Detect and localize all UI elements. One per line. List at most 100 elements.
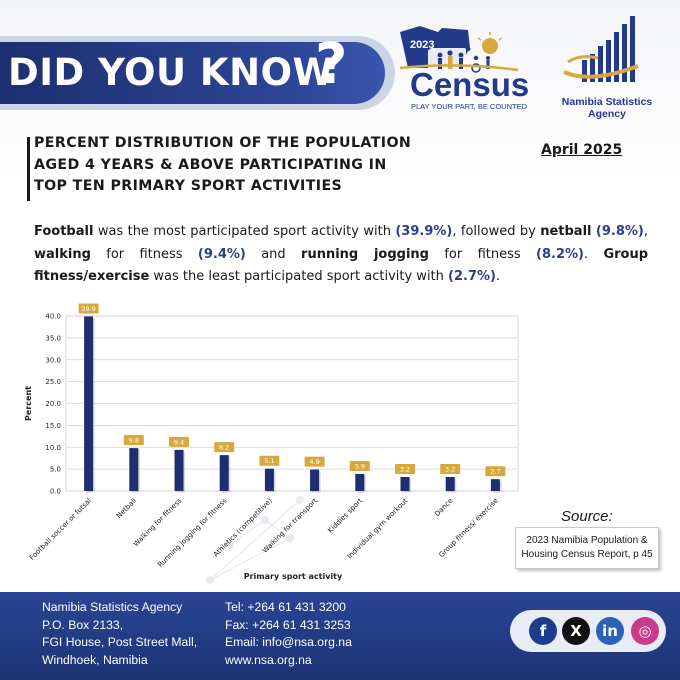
data-label: 4.9 xyxy=(309,458,319,466)
census-tagline: PLAY YOUR PART, BE COUNTED xyxy=(411,102,528,111)
data-label-box xyxy=(214,442,235,453)
census-year: 2023 xyxy=(410,39,435,51)
chart-gridlines xyxy=(65,315,519,492)
bar xyxy=(445,477,455,491)
source-line2: Housing Census Report, p 45 xyxy=(521,549,653,560)
y-tick-label: 40.0 xyxy=(45,313,61,321)
summary-part: for fitness xyxy=(90,246,198,262)
publication-date: April 2025 xyxy=(541,142,623,158)
bar xyxy=(264,468,274,491)
footer-address: Namibia Statistics Agency P.O. Box 2133,… xyxy=(42,599,197,669)
data-label: 3.2 xyxy=(445,466,455,474)
data-label: 8.2 xyxy=(219,444,229,452)
data-label-box xyxy=(440,464,461,474)
question-mark-icon: ? xyxy=(315,32,348,97)
data-label: 9.4 xyxy=(174,438,184,446)
bar xyxy=(490,479,500,491)
bar xyxy=(129,448,139,491)
summary-part: . xyxy=(583,246,604,262)
fax-line: Fax: +264 61 431 3253 xyxy=(225,617,351,632)
summary-part: and xyxy=(245,246,302,262)
address-line: Namibia Statistics Agency xyxy=(42,600,183,614)
y-axis-ticks: 0.0 5.0 10.0 15.0 20.0 25.0 30.0 35.0 40.0 xyxy=(45,313,61,496)
summary-part: Group fitness/exercise xyxy=(34,246,649,285)
y-tick-label: 20.0 xyxy=(45,400,61,408)
x-icon[interactable]: X xyxy=(562,617,590,645)
source-box: 2023 Namibia Population & Housing Census… xyxy=(515,527,659,569)
data-label-box xyxy=(123,435,144,446)
chart-data-labels: 39.9 9.8 9.4 8.2 5.1 4.9 3.9 3.2 3.2 2.7 xyxy=(78,303,506,477)
bar xyxy=(84,316,94,491)
chart-title-line3: TOP TEN PRIMARY SPORT ACTIVITIES xyxy=(34,178,343,194)
bar xyxy=(400,477,410,491)
summary-value: (9.4%) xyxy=(197,246,246,262)
source-line1: 2023 Namibia Population & xyxy=(526,535,648,546)
data-label-box xyxy=(169,436,189,447)
data-label: 5.1 xyxy=(264,457,274,465)
y-tick-label: 0.0 xyxy=(50,488,61,496)
data-label-box xyxy=(395,464,415,474)
bar-chart: 0.0 5.0 10.0 15.0 20.0 25.0 30.0 35.0 40.0 39.9 9… xyxy=(24,303,519,584)
data-label: 2.7 xyxy=(490,468,500,476)
x-tick-label: Walking for fitness xyxy=(132,497,184,549)
data-label: 3.2 xyxy=(400,466,410,474)
decor-line xyxy=(229,519,266,546)
summary-part: was the most participated sport activity… xyxy=(93,224,396,239)
census-wordmark: Census xyxy=(410,66,530,103)
linkedin-icon[interactable]: in xyxy=(596,617,624,645)
nsa-name-line1: Namibia Statistics xyxy=(561,96,653,108)
address-line: P.O. Box 2133, xyxy=(42,617,124,632)
summary-part: , followed by xyxy=(452,224,541,239)
summary-part: for fitness xyxy=(429,246,537,262)
data-label: 9.8 xyxy=(129,437,139,445)
x-tick-label: Dance xyxy=(433,497,454,518)
chart-title: PERCENT DISTRIBUTION OF THE POPULATION A… xyxy=(34,133,426,198)
summary-value: (8.2%) xyxy=(536,246,584,262)
summary-part: was the least participated sport activit… xyxy=(149,269,449,284)
y-tick-label: 35.0 xyxy=(45,334,61,342)
address-line: FGI House, Post Street Mall, xyxy=(42,635,198,649)
data-label: 3.9 xyxy=(355,462,365,470)
banner-text: DID YOU KNOW xyxy=(8,51,334,94)
instagram-icon[interactable]: ◎ xyxy=(631,617,659,645)
data-label: 39.9 xyxy=(81,305,95,313)
summary-value: (9.8%) xyxy=(595,224,644,239)
x-axis-ticks: Football soccer or futsal NetballWalking … xyxy=(28,497,500,569)
census-2023-logo xyxy=(399,26,519,73)
y-tick-label: 5.0 xyxy=(50,466,61,474)
summary-part: netball xyxy=(540,224,592,239)
summary-part: , xyxy=(643,224,648,239)
facebook-icon[interactable]: f xyxy=(529,617,557,645)
website-link[interactable]: www.nsa.org.na xyxy=(225,652,312,667)
x-axis-label: Primary sport activity xyxy=(244,572,343,581)
bar xyxy=(310,469,320,491)
nsa-name: Namibia Statistics Agency xyxy=(548,96,666,120)
y-tick-label: 25.0 xyxy=(45,378,61,386)
nsa-name-line2: Agency xyxy=(588,108,626,120)
y-tick-label: 15.0 xyxy=(45,422,61,430)
email-link[interactable]: Email: info@nsa.org.na xyxy=(225,635,352,649)
chart-title-line2: AGED 4 YEARS & ABOVE PARTICIPATING IN xyxy=(34,156,387,173)
summary-part: walking xyxy=(34,246,91,262)
summary-part: running jogging xyxy=(301,246,429,262)
title-bracket xyxy=(27,137,37,201)
summary-part: . xyxy=(495,269,501,284)
bar xyxy=(355,473,365,491)
x-tick-label: Football soccer or futsal xyxy=(28,497,93,562)
x-tick-label: Netball xyxy=(115,497,138,520)
decor-line xyxy=(209,537,291,581)
bar xyxy=(174,449,184,491)
did-you-know-banner xyxy=(0,42,385,104)
summary-value: (2.7%) xyxy=(448,269,496,284)
summary-part: Football xyxy=(34,224,94,239)
address-line: Windhoek, Namibia xyxy=(42,652,148,667)
nsa-logo xyxy=(563,16,639,82)
data-label-box xyxy=(485,466,506,477)
y-tick-label: 30.0 xyxy=(45,356,61,364)
chart-decoration xyxy=(206,496,304,584)
data-label-box xyxy=(304,456,325,467)
decor-dot xyxy=(296,496,304,504)
chart-bars xyxy=(84,316,502,493)
phone-line: Tel: +264 61 431 3200 xyxy=(225,600,346,614)
data-label-box xyxy=(78,303,99,314)
